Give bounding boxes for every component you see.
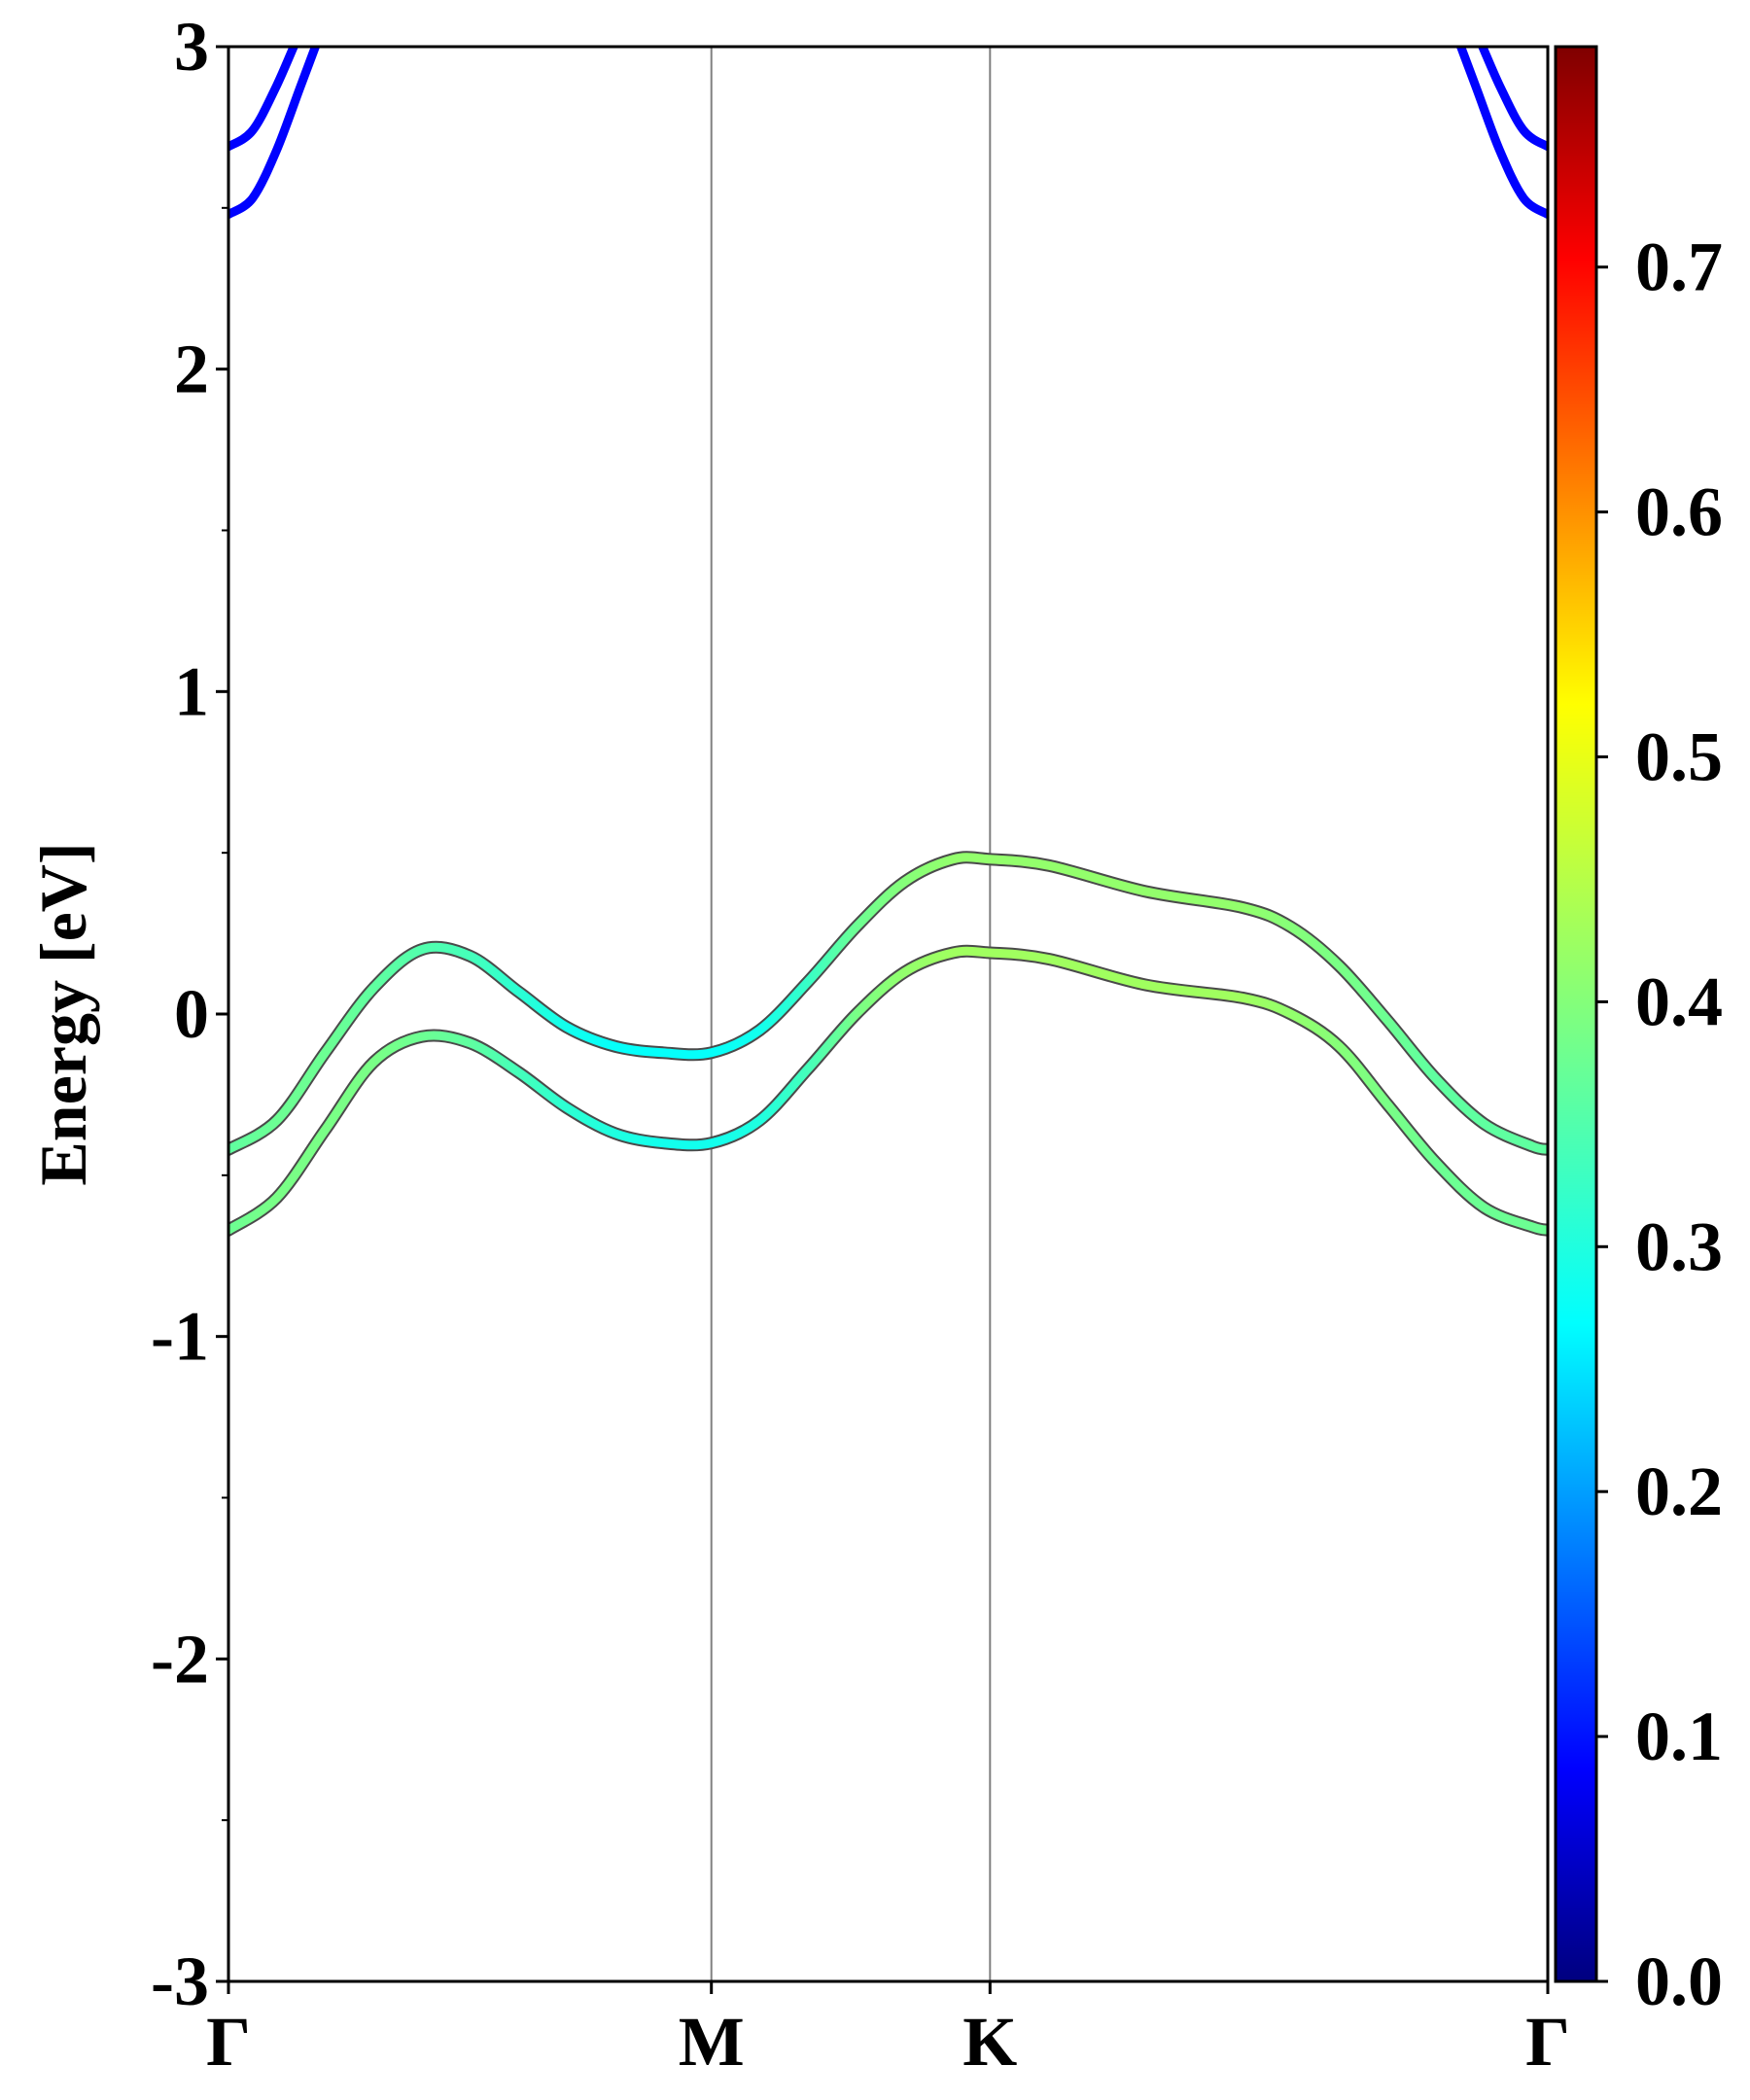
colorbar-tick-label: 0.4 [1635,962,1723,1040]
y-axis-title: Energy [eV] [26,842,100,1185]
colorbar [1554,45,1598,1983]
y-tick-label: 0 [174,975,209,1053]
band-5 [1455,47,1548,219]
colorbar-tick-label: 0.2 [1635,1452,1723,1530]
colorbar-tick-label: 0.6 [1635,473,1723,551]
band-3 [228,47,321,219]
colorbar-tick-label: 0.1 [1635,1698,1723,1775]
y-tick-label: 3 [174,8,209,86]
colorbar-tick-label: 0.7 [1635,228,1723,306]
x-tick-label: Γ [206,2003,251,2081]
y-tick-label: -3 [151,1942,209,2020]
band-4 [228,47,299,152]
colorbar-tick-label: 0.5 [1635,718,1723,796]
y-tick-label: 1 [174,652,209,730]
band-6 [1477,47,1548,152]
colorbar-tick-label: 0.0 [1635,1942,1723,2020]
band-1 [228,853,1548,1154]
y-tick-label: 2 [174,331,209,408]
band-2 [228,946,1548,1235]
y-tick-label: -1 [151,1298,209,1376]
x-tick-label: Γ [1525,2003,1570,2081]
x-tick-label: M [679,2003,745,2081]
colorbar-tick-label: 0.3 [1635,1208,1723,1285]
y-axis-ticks: 3 2 1 0 -1 -2 -3 [151,8,228,2020]
x-tick-label: K [962,2003,1017,2081]
kpoint-divider-lines [710,47,992,1981]
colorbar-ticks: 0.0 0.1 0.2 0.3 0.4 0.5 0.6 0.7 [1596,228,1723,2020]
band-curves [228,47,1548,1237]
y-tick-label: -2 [151,1620,209,1698]
